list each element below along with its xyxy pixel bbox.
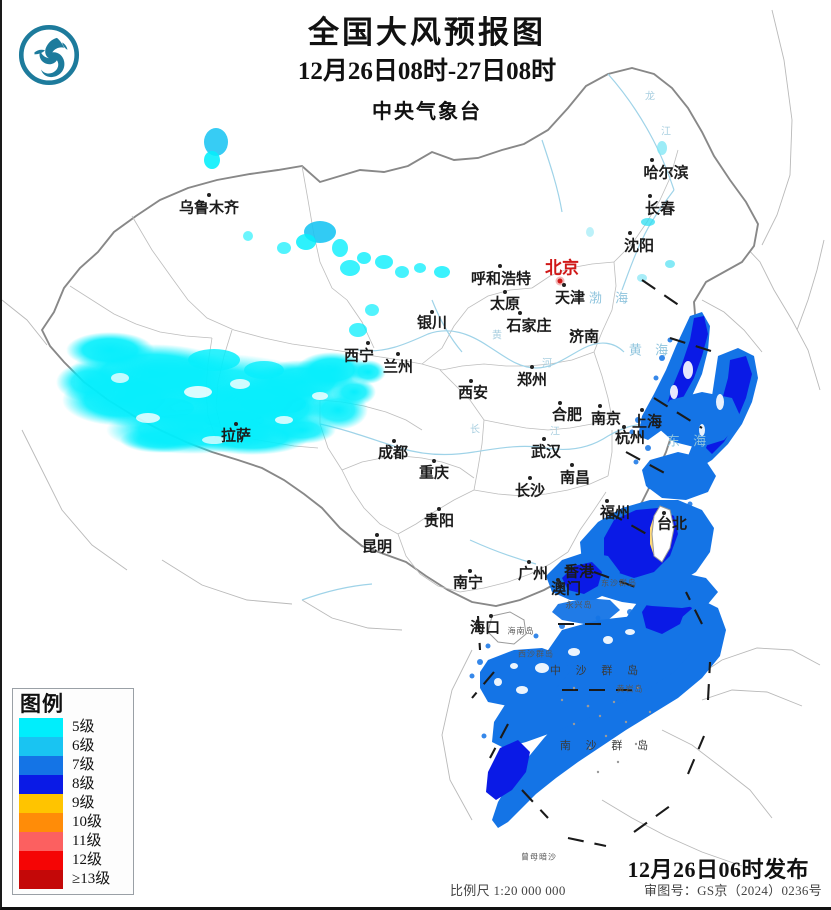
city-marker bbox=[628, 231, 632, 235]
legend-label: 9级 bbox=[72, 795, 95, 812]
city-marker bbox=[570, 332, 574, 336]
hainan-island-outline bbox=[487, 611, 527, 645]
scs-reef-marks bbox=[560, 686, 652, 774]
city-marker bbox=[528, 476, 532, 480]
legend-title: 图例 bbox=[20, 692, 64, 716]
city-marker bbox=[557, 278, 563, 284]
city-marker bbox=[542, 437, 546, 441]
china-national-border bbox=[40, 67, 759, 607]
cma-dragon-logo bbox=[18, 24, 80, 86]
city-marker bbox=[566, 566, 570, 570]
legend-row: 5级 bbox=[19, 718, 129, 738]
city-marker bbox=[648, 194, 652, 198]
legend-label: 11级 bbox=[72, 833, 102, 850]
city-marker bbox=[366, 341, 370, 345]
city-marker bbox=[468, 569, 472, 573]
issue-time: 12月26日06时发布 bbox=[627, 857, 809, 882]
city-marker bbox=[598, 404, 602, 408]
city-marker bbox=[396, 352, 400, 356]
maritime-boundary-dashes bbox=[471, 279, 715, 848]
legend-panel: 图例 5级 6级 7级 8级 9级 10级 11级 12级 ≥13级 bbox=[12, 688, 134, 896]
legend-swatch bbox=[19, 737, 63, 757]
legend-swatch bbox=[19, 794, 63, 814]
city-marker bbox=[650, 158, 654, 162]
city-marker bbox=[556, 578, 560, 582]
city-marker bbox=[432, 459, 436, 463]
city-marker bbox=[489, 614, 493, 618]
wind-field-yellow-east-china-sea bbox=[629, 312, 758, 507]
map-scale: 比例尺 1:20 000 000 bbox=[450, 883, 566, 898]
city-marker bbox=[605, 499, 609, 503]
city-marker bbox=[437, 507, 441, 511]
title-block: 全国大风预报图 12月26日08时-27日08时 中央气象台 bbox=[217, 14, 637, 127]
legend-row: 6级 bbox=[19, 737, 129, 757]
city-marker bbox=[469, 379, 473, 383]
legend-label: 6级 bbox=[72, 738, 95, 755]
city-marker bbox=[503, 290, 507, 294]
city-marker bbox=[518, 311, 522, 315]
legend-row: 7级 bbox=[19, 756, 129, 776]
city-marker bbox=[530, 365, 534, 369]
legend-row: 12级 bbox=[19, 851, 129, 871]
city-marker bbox=[527, 560, 531, 564]
city-marker bbox=[622, 425, 626, 429]
city-marker bbox=[562, 283, 566, 287]
legend-swatch bbox=[19, 870, 63, 890]
legend-swatch bbox=[19, 718, 63, 738]
city-marker bbox=[375, 533, 379, 537]
legend-label: ≥13级 bbox=[72, 871, 111, 888]
legend-label: 5级 bbox=[72, 719, 95, 736]
rivers bbox=[301, 73, 675, 601]
city-marker bbox=[207, 193, 211, 197]
page-title: 全国大风预报图 bbox=[308, 15, 546, 50]
legend-row: 10级 bbox=[19, 813, 129, 833]
legend-row: 11级 bbox=[19, 832, 129, 852]
forecast-period: 12月26日08时-27日08时 bbox=[297, 58, 557, 86]
city-marker bbox=[392, 439, 396, 443]
taiwan-island-outline bbox=[651, 505, 675, 563]
neighbour-coastlines bbox=[2, 9, 825, 867]
legend-swatch bbox=[19, 756, 63, 776]
city-marker bbox=[430, 310, 434, 314]
legend-swatch bbox=[19, 851, 63, 871]
legend-label: 8级 bbox=[72, 776, 95, 793]
legend-swatch bbox=[19, 832, 63, 852]
legend-label: 12级 bbox=[72, 852, 103, 869]
city-marker bbox=[570, 463, 574, 467]
city-marker bbox=[558, 401, 562, 405]
wind-field-level5-land bbox=[56, 128, 675, 455]
footer-credits: 比例尺 1:20 000 000 审图号：GS京（2024）0236号 bbox=[450, 880, 822, 899]
legend-swatch bbox=[19, 775, 63, 795]
city-marker bbox=[498, 264, 502, 268]
city-marker bbox=[640, 408, 644, 412]
legend-row: 8级 bbox=[19, 775, 129, 795]
legend-row: ≥13级 bbox=[19, 870, 129, 890]
legend-label: 10级 bbox=[72, 814, 103, 831]
city-marker bbox=[662, 511, 666, 515]
issuing-organization: 中央气象台 bbox=[372, 100, 482, 123]
approval-number: 审图号：GS京（2024）0236号 bbox=[643, 883, 822, 898]
legend-row: 9级 bbox=[19, 794, 129, 814]
city-marker bbox=[234, 422, 238, 426]
legend-label: 7级 bbox=[72, 757, 95, 774]
wind-field-south-china-sea bbox=[469, 572, 726, 828]
legend-swatch bbox=[19, 813, 63, 833]
legend-rows: 5级 6级 7级 8级 9级 10级 11级 12级 ≥13级 bbox=[19, 718, 129, 890]
